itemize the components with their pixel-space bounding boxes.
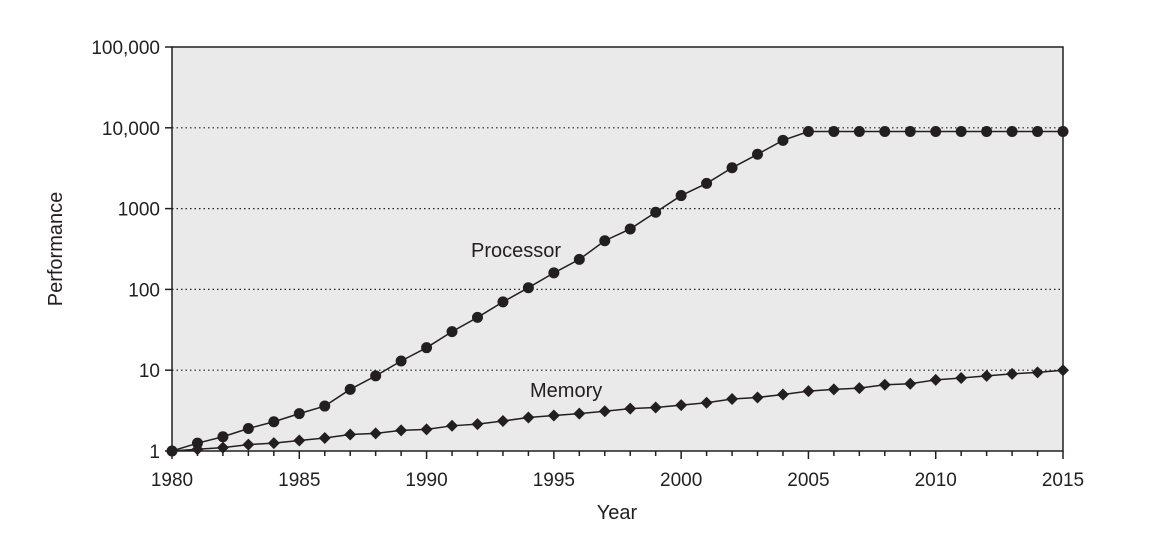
- data-point-processor: [930, 125, 942, 137]
- data-point-processor: [471, 311, 483, 323]
- data-point-processor: [1006, 125, 1018, 137]
- data-point-memory: [344, 428, 357, 441]
- data-point-memory: [369, 427, 382, 440]
- data-point-memory: [827, 383, 840, 396]
- data-point-processor: [344, 383, 356, 395]
- data-point-processor: [522, 282, 534, 294]
- data-point-processor: [802, 125, 814, 137]
- gridlines: [172, 127, 1063, 371]
- x-tick-label: 1985: [278, 470, 320, 491]
- x-tick-label: 1980: [151, 470, 193, 491]
- data-point-processor: [421, 342, 433, 354]
- data-point-processor: [573, 253, 585, 265]
- series-label-processor: Processor: [471, 240, 561, 262]
- data-point-processor: [853, 125, 865, 137]
- y-tick-label: 10,000: [102, 119, 160, 140]
- data-point-processor: [828, 125, 840, 137]
- data-point-processor: [701, 177, 713, 189]
- data-point-processor: [879, 125, 891, 137]
- data-point-processor: [446, 326, 458, 338]
- data-point-processor: [1057, 125, 1069, 137]
- data-point-memory: [395, 424, 408, 437]
- y-tick-label: 1000: [118, 200, 160, 221]
- data-point-memory: [446, 419, 459, 432]
- series-markers: [166, 125, 1069, 457]
- data-point-memory: [904, 377, 917, 390]
- data-point-processor: [777, 134, 789, 146]
- y-axis-ticks: 1 10 100 1000 10,000 100,000: [91, 38, 172, 463]
- data-point-memory: [573, 407, 586, 420]
- data-point-memory: [980, 369, 993, 382]
- data-point-processor: [497, 296, 509, 308]
- data-point-memory: [1006, 367, 1019, 380]
- data-point-memory: [242, 438, 255, 451]
- data-point-memory: [522, 411, 535, 424]
- data-point-processor: [395, 355, 407, 367]
- data-point-processor: [548, 267, 560, 279]
- y-tick-label: 100,000: [91, 38, 160, 59]
- data-point-memory: [726, 393, 739, 406]
- data-point-memory: [853, 382, 866, 395]
- data-point-memory: [216, 441, 229, 454]
- data-point-processor: [955, 125, 967, 137]
- data-point-memory: [547, 409, 560, 422]
- data-point-memory: [166, 445, 178, 457]
- x-tick-label: 1995: [533, 470, 575, 491]
- x-tick-label: 1990: [405, 470, 447, 491]
- data-point-memory: [624, 402, 637, 415]
- data-point-memory: [1031, 366, 1044, 379]
- data-point-processor: [191, 437, 203, 449]
- data-point-processor: [624, 223, 636, 235]
- data-point-memory: [878, 378, 891, 391]
- x-tick-label: 2005: [787, 470, 829, 491]
- y-tick-label: 100: [128, 280, 160, 301]
- y-tick-label: 1: [149, 442, 160, 463]
- plot-area: [171, 46, 1064, 452]
- data-point-memory: [675, 399, 688, 412]
- data-point-processor: [599, 235, 611, 247]
- x-axis-ticks: 1980 1985 1990 1995 2000 2005 2010 2015: [151, 451, 1084, 491]
- data-point-processor: [650, 206, 662, 218]
- data-point-processor: [217, 431, 229, 443]
- data-point-memory: [598, 405, 611, 418]
- data-point-memory: [471, 418, 484, 431]
- data-point-memory: [700, 396, 713, 409]
- data-point-memory: [420, 423, 433, 436]
- data-point-memory: [776, 388, 789, 401]
- x-tick-label: 2015: [1042, 470, 1084, 491]
- data-point-memory: [802, 385, 815, 398]
- data-point-processor: [242, 422, 254, 434]
- y-axis-label: Performance: [45, 192, 67, 307]
- data-point-memory: [955, 372, 968, 385]
- data-point-memory: [191, 443, 204, 456]
- x-tick-label: 2000: [660, 470, 702, 491]
- data-point-memory: [751, 391, 764, 404]
- y-tick-label: 10: [139, 361, 160, 382]
- data-point-processor: [904, 125, 916, 137]
- data-point-memory: [293, 434, 306, 447]
- data-point-memory: [267, 437, 280, 450]
- data-point-processor: [268, 416, 280, 428]
- data-point-memory: [1057, 364, 1069, 377]
- data-point-processor: [319, 400, 331, 412]
- data-point-processor: [752, 148, 764, 160]
- data-point-memory: [318, 431, 331, 444]
- series-label-memory: Memory: [530, 380, 602, 402]
- data-point-processor: [293, 408, 305, 420]
- data-point-memory: [496, 415, 509, 428]
- data-point-processor: [675, 190, 687, 202]
- data-point-memory: [929, 373, 942, 386]
- data-point-memory: [649, 401, 662, 414]
- data-point-processor: [981, 125, 993, 137]
- x-axis-label: Year: [597, 502, 638, 524]
- data-point-processor: [1032, 125, 1044, 137]
- x-tick-label: 2010: [915, 470, 957, 491]
- data-point-processor: [726, 162, 738, 174]
- data-point-processor: [370, 370, 382, 382]
